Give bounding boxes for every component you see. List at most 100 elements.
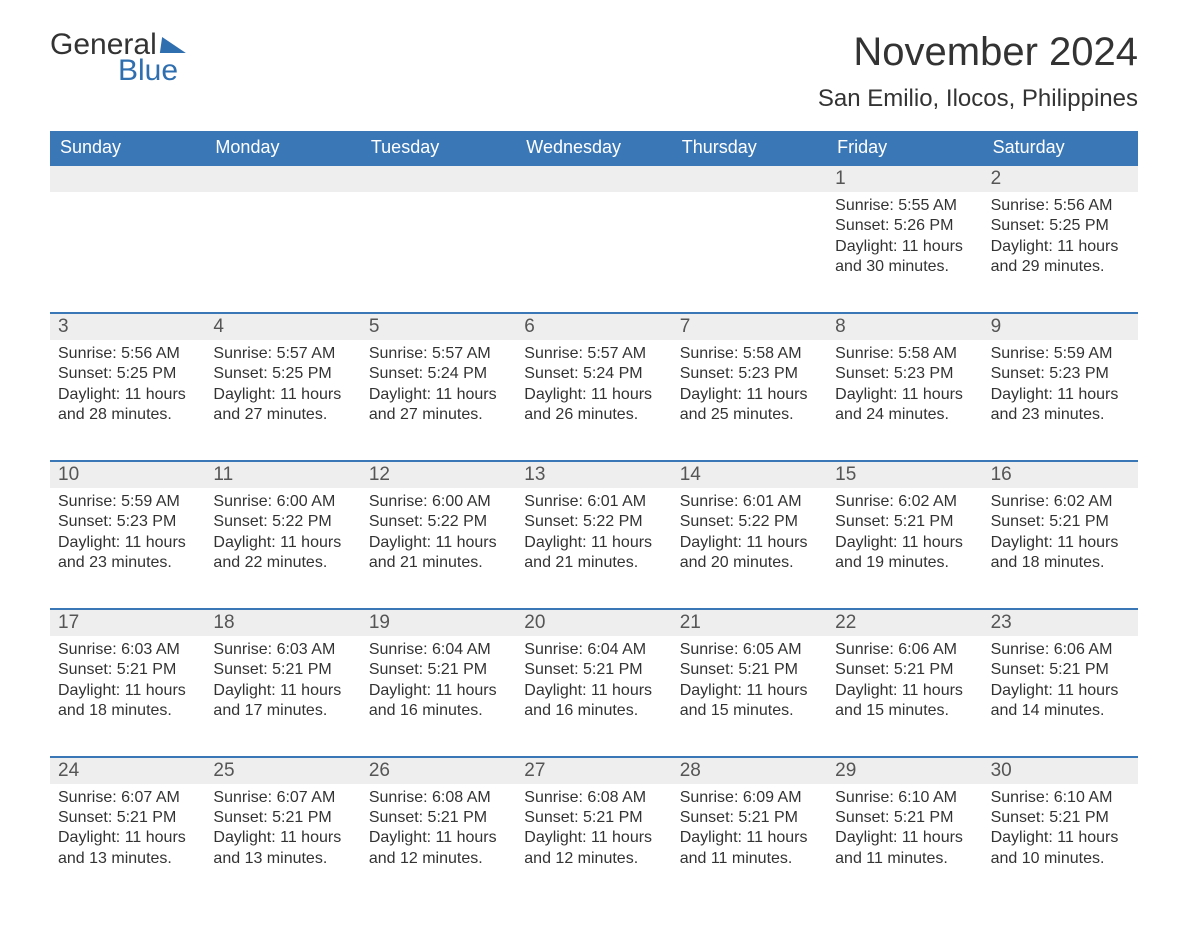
- sunrise-text: Sunrise: 6:00 AM: [213, 492, 352, 512]
- daylight-text: Daylight: 11 hours and 14 minutes.: [991, 681, 1130, 722]
- sunset-text: Sunset: 5:23 PM: [58, 512, 197, 532]
- daylight-text: Daylight: 11 hours and 17 minutes.: [213, 681, 352, 722]
- daylight-text: Daylight: 11 hours and 25 minutes.: [680, 385, 819, 426]
- day-cell: Sunrise: 6:01 AMSunset: 5:22 PMDaylight:…: [672, 488, 827, 608]
- sunrise-text: Sunrise: 6:07 AM: [58, 788, 197, 808]
- dow-header: Wednesday: [516, 131, 671, 164]
- dow-header: Tuesday: [361, 131, 516, 164]
- day-number: 12: [361, 460, 516, 488]
- sunset-text: Sunset: 5:21 PM: [369, 660, 508, 680]
- sunset-text: Sunset: 5:25 PM: [213, 364, 352, 384]
- day-cell: Sunrise: 5:55 AMSunset: 5:26 PMDaylight:…: [827, 192, 982, 312]
- sunset-text: Sunset: 5:21 PM: [369, 808, 508, 828]
- title-block: November 2024 San Emilio, Ilocos, Philip…: [818, 30, 1138, 113]
- sunset-text: Sunset: 5:21 PM: [524, 660, 663, 680]
- day-number: 6: [516, 312, 671, 340]
- sunset-text: Sunset: 5:23 PM: [991, 364, 1130, 384]
- sunset-text: Sunset: 5:21 PM: [835, 660, 974, 680]
- daylight-text: Daylight: 11 hours and 29 minutes.: [991, 237, 1130, 278]
- daylight-text: Daylight: 11 hours and 18 minutes.: [58, 681, 197, 722]
- day-number: 19: [361, 608, 516, 636]
- sunrise-text: Sunrise: 6:03 AM: [213, 640, 352, 660]
- daylight-text: Daylight: 11 hours and 12 minutes.: [369, 828, 508, 869]
- day-number: 28: [672, 756, 827, 784]
- day-cell: Sunrise: 6:02 AMSunset: 5:21 PMDaylight:…: [983, 488, 1138, 608]
- daylight-text: Daylight: 11 hours and 26 minutes.: [524, 385, 663, 426]
- day-number: 14: [672, 460, 827, 488]
- calendar-grid: SundayMondayTuesdayWednesdayThursdayFrid…: [50, 131, 1138, 903]
- daylight-text: Daylight: 11 hours and 21 minutes.: [524, 533, 663, 574]
- sunrise-text: Sunrise: 6:09 AM: [680, 788, 819, 808]
- logo: General Blue: [50, 30, 187, 86]
- sunset-text: Sunset: 5:26 PM: [835, 216, 974, 236]
- day-cell: Sunrise: 5:59 AMSunset: 5:23 PMDaylight:…: [983, 340, 1138, 460]
- day-cell: Sunrise: 6:06 AMSunset: 5:21 PMDaylight:…: [983, 636, 1138, 756]
- day-number: .: [361, 164, 516, 192]
- day-number: .: [205, 164, 360, 192]
- logo-triangle-icon: [160, 37, 188, 53]
- daylight-text: Daylight: 11 hours and 23 minutes.: [991, 385, 1130, 426]
- day-cell: Sunrise: 6:04 AMSunset: 5:21 PMDaylight:…: [516, 636, 671, 756]
- day-cell: Sunrise: 6:10 AMSunset: 5:21 PMDaylight:…: [827, 784, 982, 904]
- day-number: 1: [827, 164, 982, 192]
- day-cell: Sunrise: 5:56 AMSunset: 5:25 PMDaylight:…: [983, 192, 1138, 312]
- daylight-text: Daylight: 11 hours and 12 minutes.: [524, 828, 663, 869]
- daylight-text: Daylight: 11 hours and 21 minutes.: [369, 533, 508, 574]
- sunset-text: Sunset: 5:21 PM: [991, 660, 1130, 680]
- sunset-text: Sunset: 5:24 PM: [524, 364, 663, 384]
- sunrise-text: Sunrise: 6:10 AM: [835, 788, 974, 808]
- day-number: 2: [983, 164, 1138, 192]
- sunset-text: Sunset: 5:21 PM: [524, 808, 663, 828]
- sunset-text: Sunset: 5:22 PM: [369, 512, 508, 532]
- day-number: 22: [827, 608, 982, 636]
- sunset-text: Sunset: 5:22 PM: [524, 512, 663, 532]
- sunrise-text: Sunrise: 6:00 AM: [369, 492, 508, 512]
- daylight-text: Daylight: 11 hours and 19 minutes.: [835, 533, 974, 574]
- day-cell: Sunrise: 5:57 AMSunset: 5:24 PMDaylight:…: [361, 340, 516, 460]
- day-cell: Sunrise: 6:08 AMSunset: 5:21 PMDaylight:…: [516, 784, 671, 904]
- day-cell: Sunrise: 5:59 AMSunset: 5:23 PMDaylight:…: [50, 488, 205, 608]
- day-cell: Sunrise: 6:07 AMSunset: 5:21 PMDaylight:…: [205, 784, 360, 904]
- day-number: 11: [205, 460, 360, 488]
- day-cell: Sunrise: 6:04 AMSunset: 5:21 PMDaylight:…: [361, 636, 516, 756]
- sunrise-text: Sunrise: 6:01 AM: [680, 492, 819, 512]
- daylight-text: Daylight: 11 hours and 15 minutes.: [680, 681, 819, 722]
- sunset-text: Sunset: 5:21 PM: [58, 808, 197, 828]
- sunrise-text: Sunrise: 5:59 AM: [58, 492, 197, 512]
- day-number: 21: [672, 608, 827, 636]
- day-cell: [516, 192, 671, 312]
- sunset-text: Sunset: 5:24 PM: [369, 364, 508, 384]
- sunset-text: Sunset: 5:21 PM: [213, 660, 352, 680]
- day-number: 3: [50, 312, 205, 340]
- sunset-text: Sunset: 5:21 PM: [991, 808, 1130, 828]
- day-number: 23: [983, 608, 1138, 636]
- day-cell: Sunrise: 6:06 AMSunset: 5:21 PMDaylight:…: [827, 636, 982, 756]
- day-number: 30: [983, 756, 1138, 784]
- day-number: 26: [361, 756, 516, 784]
- sunrise-text: Sunrise: 5:55 AM: [835, 196, 974, 216]
- sunrise-text: Sunrise: 5:56 AM: [58, 344, 197, 364]
- daylight-text: Daylight: 11 hours and 24 minutes.: [835, 385, 974, 426]
- day-number: .: [50, 164, 205, 192]
- header: General Blue November 2024 San Emilio, I…: [50, 30, 1138, 113]
- sunset-text: Sunset: 5:25 PM: [991, 216, 1130, 236]
- daylight-text: Daylight: 11 hours and 10 minutes.: [991, 828, 1130, 869]
- day-cell: [205, 192, 360, 312]
- sunrise-text: Sunrise: 6:08 AM: [524, 788, 663, 808]
- daylight-text: Daylight: 11 hours and 16 minutes.: [369, 681, 508, 722]
- daylight-text: Daylight: 11 hours and 15 minutes.: [835, 681, 974, 722]
- sunrise-text: Sunrise: 6:04 AM: [524, 640, 663, 660]
- daylight-text: Daylight: 11 hours and 27 minutes.: [213, 385, 352, 426]
- daylight-text: Daylight: 11 hours and 22 minutes.: [213, 533, 352, 574]
- day-cell: [361, 192, 516, 312]
- sunset-text: Sunset: 5:21 PM: [58, 660, 197, 680]
- day-number: 20: [516, 608, 671, 636]
- daylight-text: Daylight: 11 hours and 18 minutes.: [991, 533, 1130, 574]
- day-cell: Sunrise: 6:03 AMSunset: 5:21 PMDaylight:…: [205, 636, 360, 756]
- day-cell: Sunrise: 6:01 AMSunset: 5:22 PMDaylight:…: [516, 488, 671, 608]
- day-number: 7: [672, 312, 827, 340]
- day-cell: Sunrise: 6:00 AMSunset: 5:22 PMDaylight:…: [205, 488, 360, 608]
- day-number: 29: [827, 756, 982, 784]
- dow-header: Monday: [205, 131, 360, 164]
- dow-header: Thursday: [672, 131, 827, 164]
